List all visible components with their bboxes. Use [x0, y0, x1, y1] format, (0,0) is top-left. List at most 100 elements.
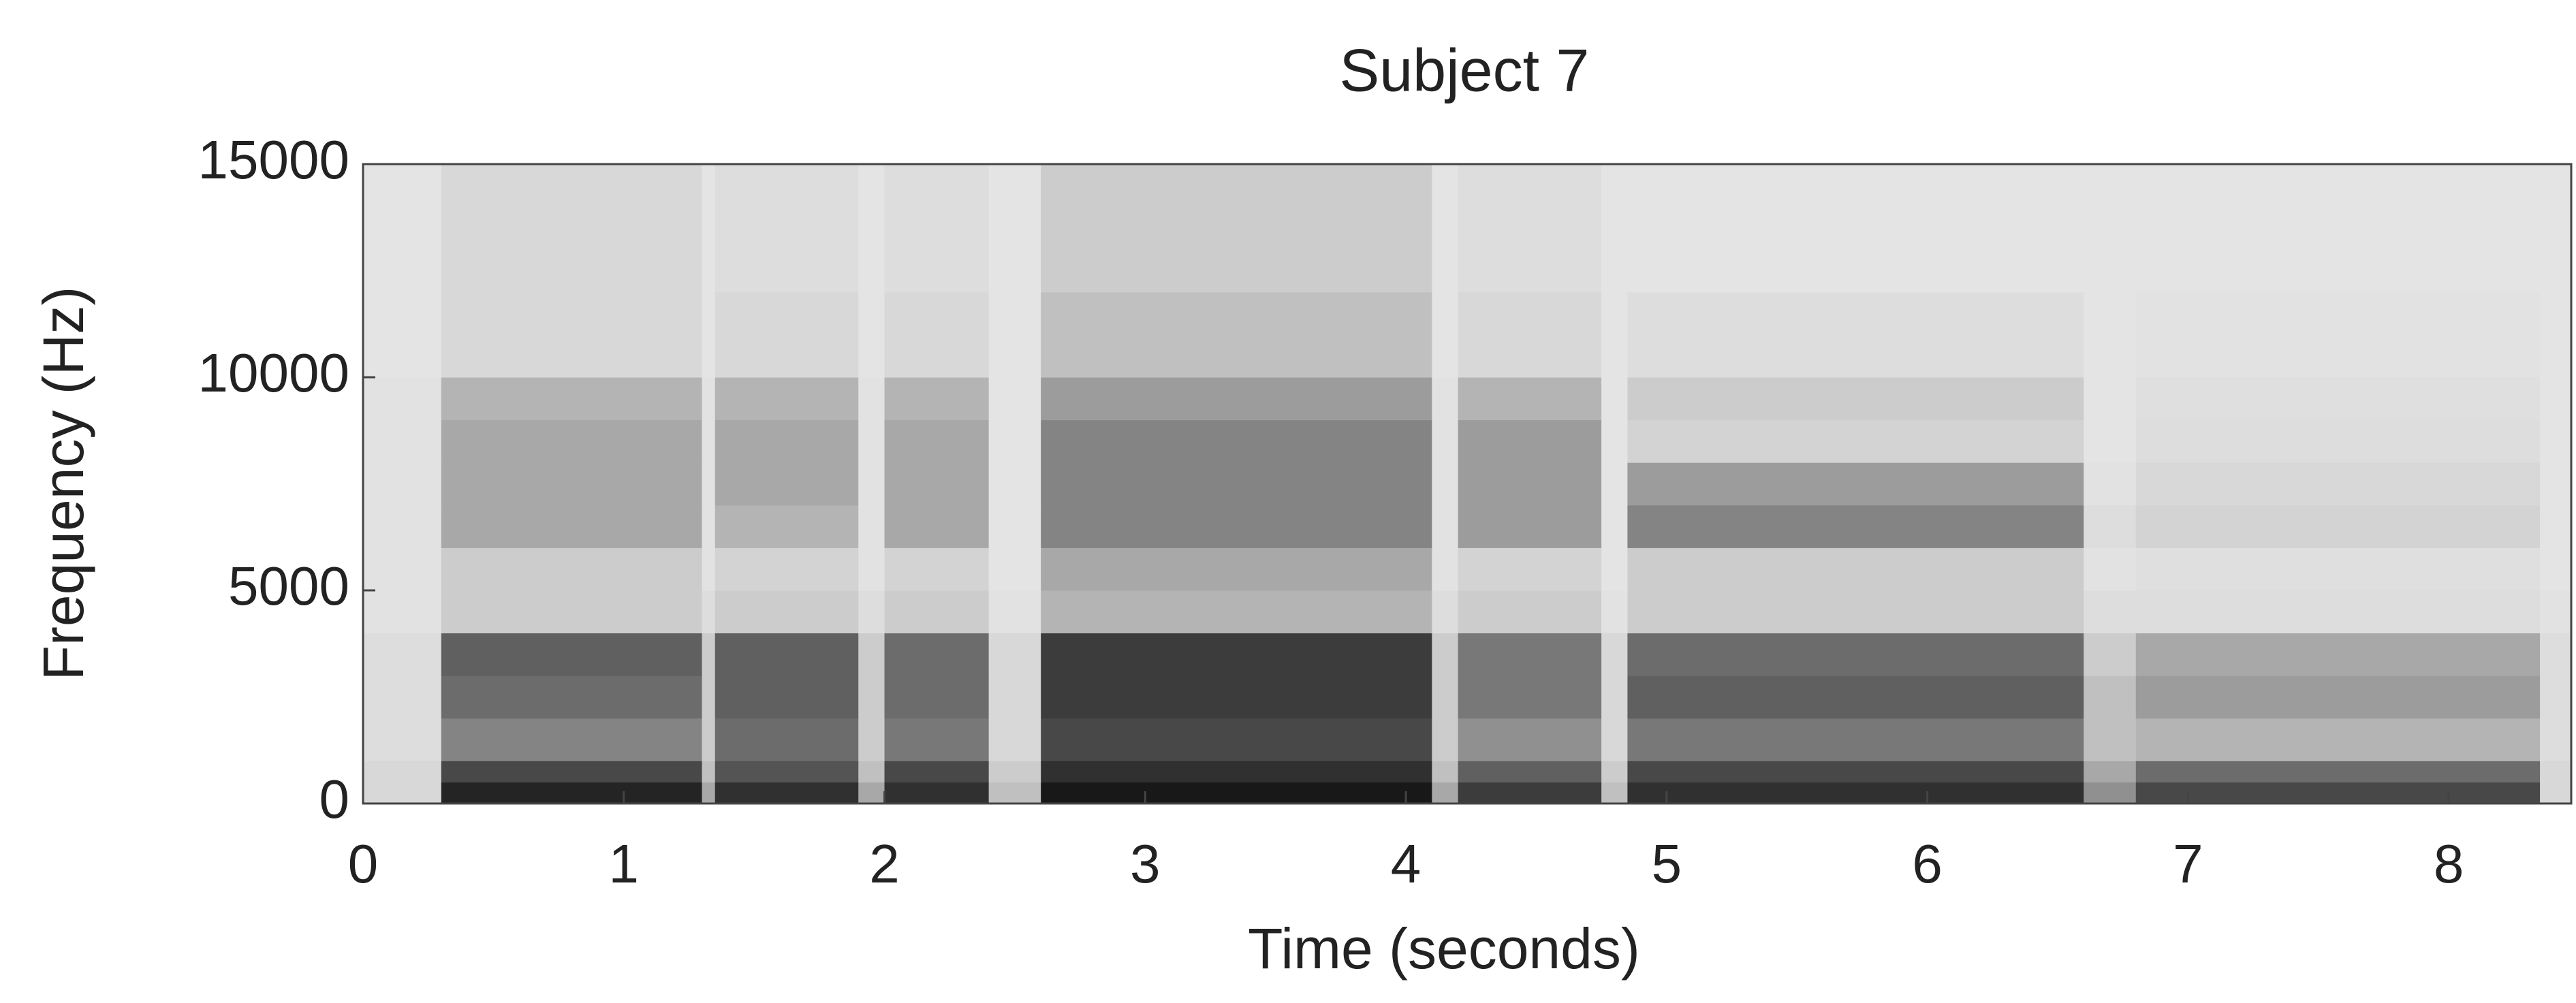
spectrogram-cell [1432, 291, 1459, 378]
spectrogram-cell [1041, 377, 1432, 421]
x-tick-label: 0 [348, 833, 379, 894]
spectrogram-cell [1601, 462, 1628, 506]
spectrogram-cell [702, 462, 716, 506]
spectrogram-cell [884, 164, 990, 293]
spectrogram-cell [2135, 419, 2541, 463]
spectrogram-cell [2084, 164, 2137, 293]
x-tick-label: 8 [2434, 833, 2464, 894]
spectrogram-cell [2135, 505, 2541, 548]
spectrogram-cell [1627, 462, 2084, 506]
spectrogram-cell [858, 761, 885, 783]
spectrogram-cell [702, 590, 716, 634]
spectrogram-cell [441, 462, 703, 506]
spectrogram-cell [1432, 590, 1459, 634]
spectrogram-cell [1601, 590, 1628, 634]
spectrogram-cell [1432, 164, 1459, 293]
spectrogram-cell [2135, 675, 2541, 719]
spectrogram-cell [714, 675, 859, 719]
x-tick-label: 4 [1391, 833, 1421, 894]
x-tick-label: 3 [1130, 833, 1161, 894]
spectrogram-cell [858, 291, 885, 378]
spectrogram-cell [2084, 291, 2137, 378]
spectrogram-cell [363, 462, 442, 506]
spectrogram-cell [1627, 377, 2084, 421]
spectrogram-cell [2084, 505, 2137, 548]
spectrogram-cell [714, 590, 859, 634]
spectrogram-cell [858, 633, 885, 676]
spectrogram-cell [1041, 590, 1432, 634]
spectrogram-cell [988, 547, 1041, 591]
spectrogram-cell [1432, 547, 1459, 591]
spectrogram-cell [884, 419, 990, 463]
spectrogram-cell [2135, 782, 2541, 804]
spectrogram-cell [2540, 633, 2572, 676]
spectrogram-cell [1041, 718, 1432, 761]
spectrogram-cell [441, 419, 703, 463]
spectrogram-cell [714, 782, 859, 804]
spectrogram-cell [1041, 675, 1432, 719]
spectrogram-cell [1432, 782, 1459, 804]
spectrogram-cell [988, 419, 1041, 463]
spectrogram-cell [2135, 164, 2541, 293]
spectrogram-cell [702, 377, 716, 421]
x-tick-label: 6 [1912, 833, 1943, 894]
spectrogram-cell [363, 547, 442, 591]
x-tick-label: 7 [2173, 833, 2203, 894]
spectrogram-cell [441, 633, 703, 676]
spectrogram-cell [2084, 718, 2137, 761]
spectrogram-cell [1601, 377, 1628, 421]
x-axis-label: Time (seconds) [1248, 917, 1640, 981]
spectrogram-cell [884, 675, 990, 719]
spectrogram-cell [363, 718, 442, 761]
spectrogram-cell [884, 505, 990, 548]
spectrogram-cell [988, 164, 1041, 293]
spectrogram-cell [1041, 291, 1432, 378]
x-tick-label: 5 [1652, 833, 1682, 894]
spectrogram-cell [363, 291, 442, 378]
spectrogram-cell [2540, 782, 2572, 804]
spectrogram-cell [363, 675, 442, 719]
spectrogram-cell [858, 718, 885, 761]
spectrogram-cell [1601, 164, 1628, 293]
spectrogram-cell [2135, 377, 2541, 421]
spectrogram-cell [1041, 782, 1432, 804]
spectrogram-cell [1458, 718, 1602, 761]
spectrogram-cell [714, 505, 859, 548]
spectrogram-cell [2135, 761, 2541, 783]
y-tick-label: 0 [319, 769, 350, 829]
spectrogram-cell [1627, 782, 2084, 804]
spectrogram-cell [2540, 590, 2572, 634]
spectrogram-cell [441, 547, 703, 591]
spectrogram-cell [702, 761, 716, 783]
spectrogram-cell [714, 718, 859, 761]
spectrogram-cell [2135, 462, 2541, 506]
spectrogram-cell [714, 761, 859, 783]
spectrogram-cell [363, 590, 442, 634]
spectrogram-cell [441, 718, 703, 761]
spectrogram-cell [1601, 633, 1628, 676]
spectrogram-cell [702, 419, 716, 463]
y-tick-label: 5000 [228, 556, 349, 616]
spectrogram-cell [1627, 633, 2084, 676]
spectrogram-cell [1458, 419, 1602, 463]
spectrogram-cell [702, 782, 716, 804]
spectrogram-cell [858, 505, 885, 548]
spectrogram-cell [2135, 547, 2541, 591]
spectrogram-cell [441, 761, 703, 783]
spectrogram-cell [363, 377, 442, 421]
spectrogram-cell [2540, 761, 2572, 783]
spectrogram-cell [702, 547, 716, 591]
spectrogram-cell [1041, 164, 1432, 293]
spectrogram-cell [1601, 547, 1628, 591]
spectrogram-cell [1041, 419, 1432, 463]
spectrogram-cell [2540, 505, 2572, 548]
spectrogram-cell [988, 377, 1041, 421]
spectrogram-cell [2540, 419, 2572, 463]
spectrogram-cell [1601, 782, 1628, 804]
spectrogram-cell [884, 291, 990, 378]
spectrogram-cell [858, 164, 885, 293]
spectrogram-cell [1458, 505, 1602, 548]
spectrogram-cell [858, 547, 885, 591]
spectrogram-cell [858, 675, 885, 719]
